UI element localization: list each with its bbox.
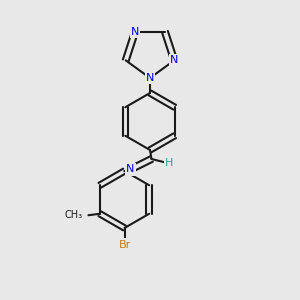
Text: N: N <box>146 73 154 83</box>
Text: N: N <box>126 164 135 175</box>
Text: Br: Br <box>118 239 130 250</box>
Text: CH₃: CH₃ <box>65 210 83 220</box>
Text: N: N <box>170 56 178 65</box>
Text: H: H <box>165 158 174 169</box>
Text: N: N <box>131 27 139 37</box>
